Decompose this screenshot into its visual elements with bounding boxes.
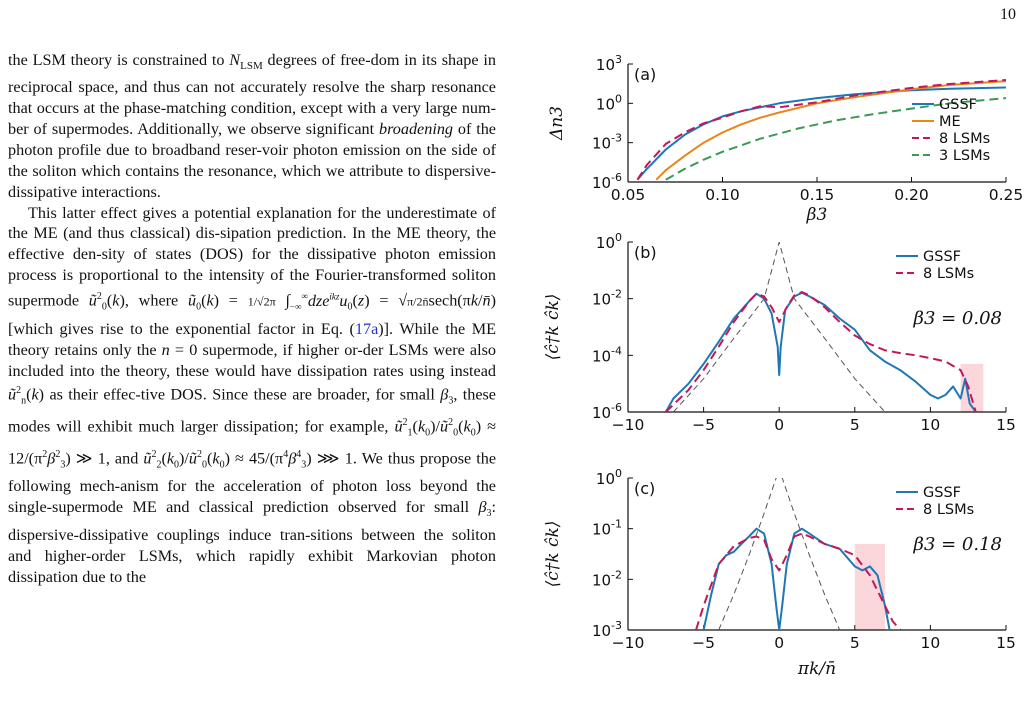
series-8-lsms [665,291,977,412]
y-axis-label: ⟨ĉ†k ĉk⟩ [543,294,563,361]
y-axis-label: Δn3 [547,106,567,141]
series-envelope [718,478,841,630]
x-tick-label: 15 [996,416,1016,434]
math-n-lsm: N [229,51,241,69]
emphasis-text: broadening [378,119,454,138]
page-number: 10 [1000,6,1016,23]
y-tick-label: 10-4 [592,344,622,365]
legend-label: GSSF [923,249,961,265]
text-run: . We thus propose the following mech-ani… [8,448,497,516]
math-beta3: β [440,385,449,404]
equation-ref-link[interactable]: 17a [354,319,379,338]
x-tick-label: 0 [774,416,784,434]
math-un-squared: ũ [8,385,17,404]
x-tick-label: 0.20 [894,186,929,204]
legend-label: 8 LSMs [939,131,990,147]
y-axis-label: ⟨ĉ†k ĉk⟩ [543,521,563,588]
y-tick-label: 100 [596,92,622,113]
y-tick-label: 100 [596,231,622,252]
x-axis-label: β3 [806,205,828,225]
resonance-highlight [960,363,984,412]
beta3-annotation: β3 = 0.08 [913,308,1002,329]
text-run: supermode, if higher or-der LSMs were al… [8,340,496,380]
paragraph-2: This latter effect gives a potential exp… [8,203,497,586]
text-run: of the photon profile due to broadband r… [8,119,496,201]
legend-label: 8 LSMs [923,502,974,518]
text-run: [which gives rise to the exponential fac… [8,319,355,338]
legend-label: GSSF [923,485,961,501]
y-tick-label: 10-1 [592,518,622,539]
y-tick-label: 100 [596,467,622,488]
x-tick-label: 0.15 [800,186,835,204]
series-3-lsms [665,97,1006,181]
text-run: degrees of free-dom in its shape in reci… [8,51,496,138]
y-tick-label: 10-3 [592,132,622,153]
x-tick-label: −5 [692,634,715,652]
panel-label: (b) [634,243,657,262]
x-axis-label: πk/n̄ [797,659,836,679]
x-tick-label: 0.05 [611,186,646,204]
legend-label: 8 LSMs [923,266,974,282]
x-tick-label: 5 [850,416,860,434]
legend-label: ME [939,114,961,130]
text-run: This latter effect gives a potential exp… [8,203,496,310]
math-beta3: β [478,497,487,516]
x-tick-label: 10 [921,634,941,652]
text-run: , and [105,448,144,467]
figure-svg: 0.05 0.10 0.15 0.20 0.2510-610-3100103(a)Δn3… [543,53,1024,679]
beta3-annotation: β3 = 0.18 [913,534,1002,555]
x-tick-label: 15 [996,634,1016,652]
math-u0-definition: ũ [187,291,197,310]
series-gssf [702,527,891,630]
series-8-lsms [695,532,901,630]
x-tick-label: 0.10 [705,186,740,204]
math-u0-squared: ũ [88,291,97,310]
y-tick-label: 103 [596,53,622,74]
x-tick-label: 5 [850,634,860,652]
paragraph-1: the LSM theory is constrained to NLSM de… [8,51,496,201]
x-tick-label: −10 [612,634,645,652]
panel-label: (a) [634,65,656,84]
x-tick-label: −10 [612,416,645,434]
series-8-lsms [636,79,1006,181]
text-run: , these modes will exhibit much larger d… [8,385,496,436]
text-run: the LSM theory is constrained to [8,51,230,69]
y-tick-label: 10-2 [592,288,622,309]
legend-label: 3 LSMs [939,148,990,164]
x-tick-label: 10 [921,416,941,434]
x-tick-label: 0.25 [989,186,1024,204]
math-ratio-2: ũ [143,448,152,467]
text-run: , where [124,291,188,310]
math-ratio-1: ũ [394,417,403,436]
legend-label: GSSF [939,97,977,113]
math-n0: n [161,340,170,359]
x-tick-label: −5 [692,416,715,434]
text-run: as their effec-tive DOS. Since these are… [44,385,441,404]
text-run: )]. While the ME theory retains only the [8,319,496,359]
series-envelope [673,242,886,412]
figure-panels: 0.05 0.10 0.15 0.20 0.25 10-6 10-3 100 103 (a) Δn3… [540,40,1028,708]
series-me [655,80,1006,181]
x-tick-label: 0 [774,634,784,652]
text-run: : dispersive-dissipative couplings induc… [8,497,496,586]
y-tick-label: 10-2 [592,568,622,589]
body-text-column: the LSM theory is constrained to NLSM de… [8,50,496,588]
panel-label: (c) [634,479,655,498]
